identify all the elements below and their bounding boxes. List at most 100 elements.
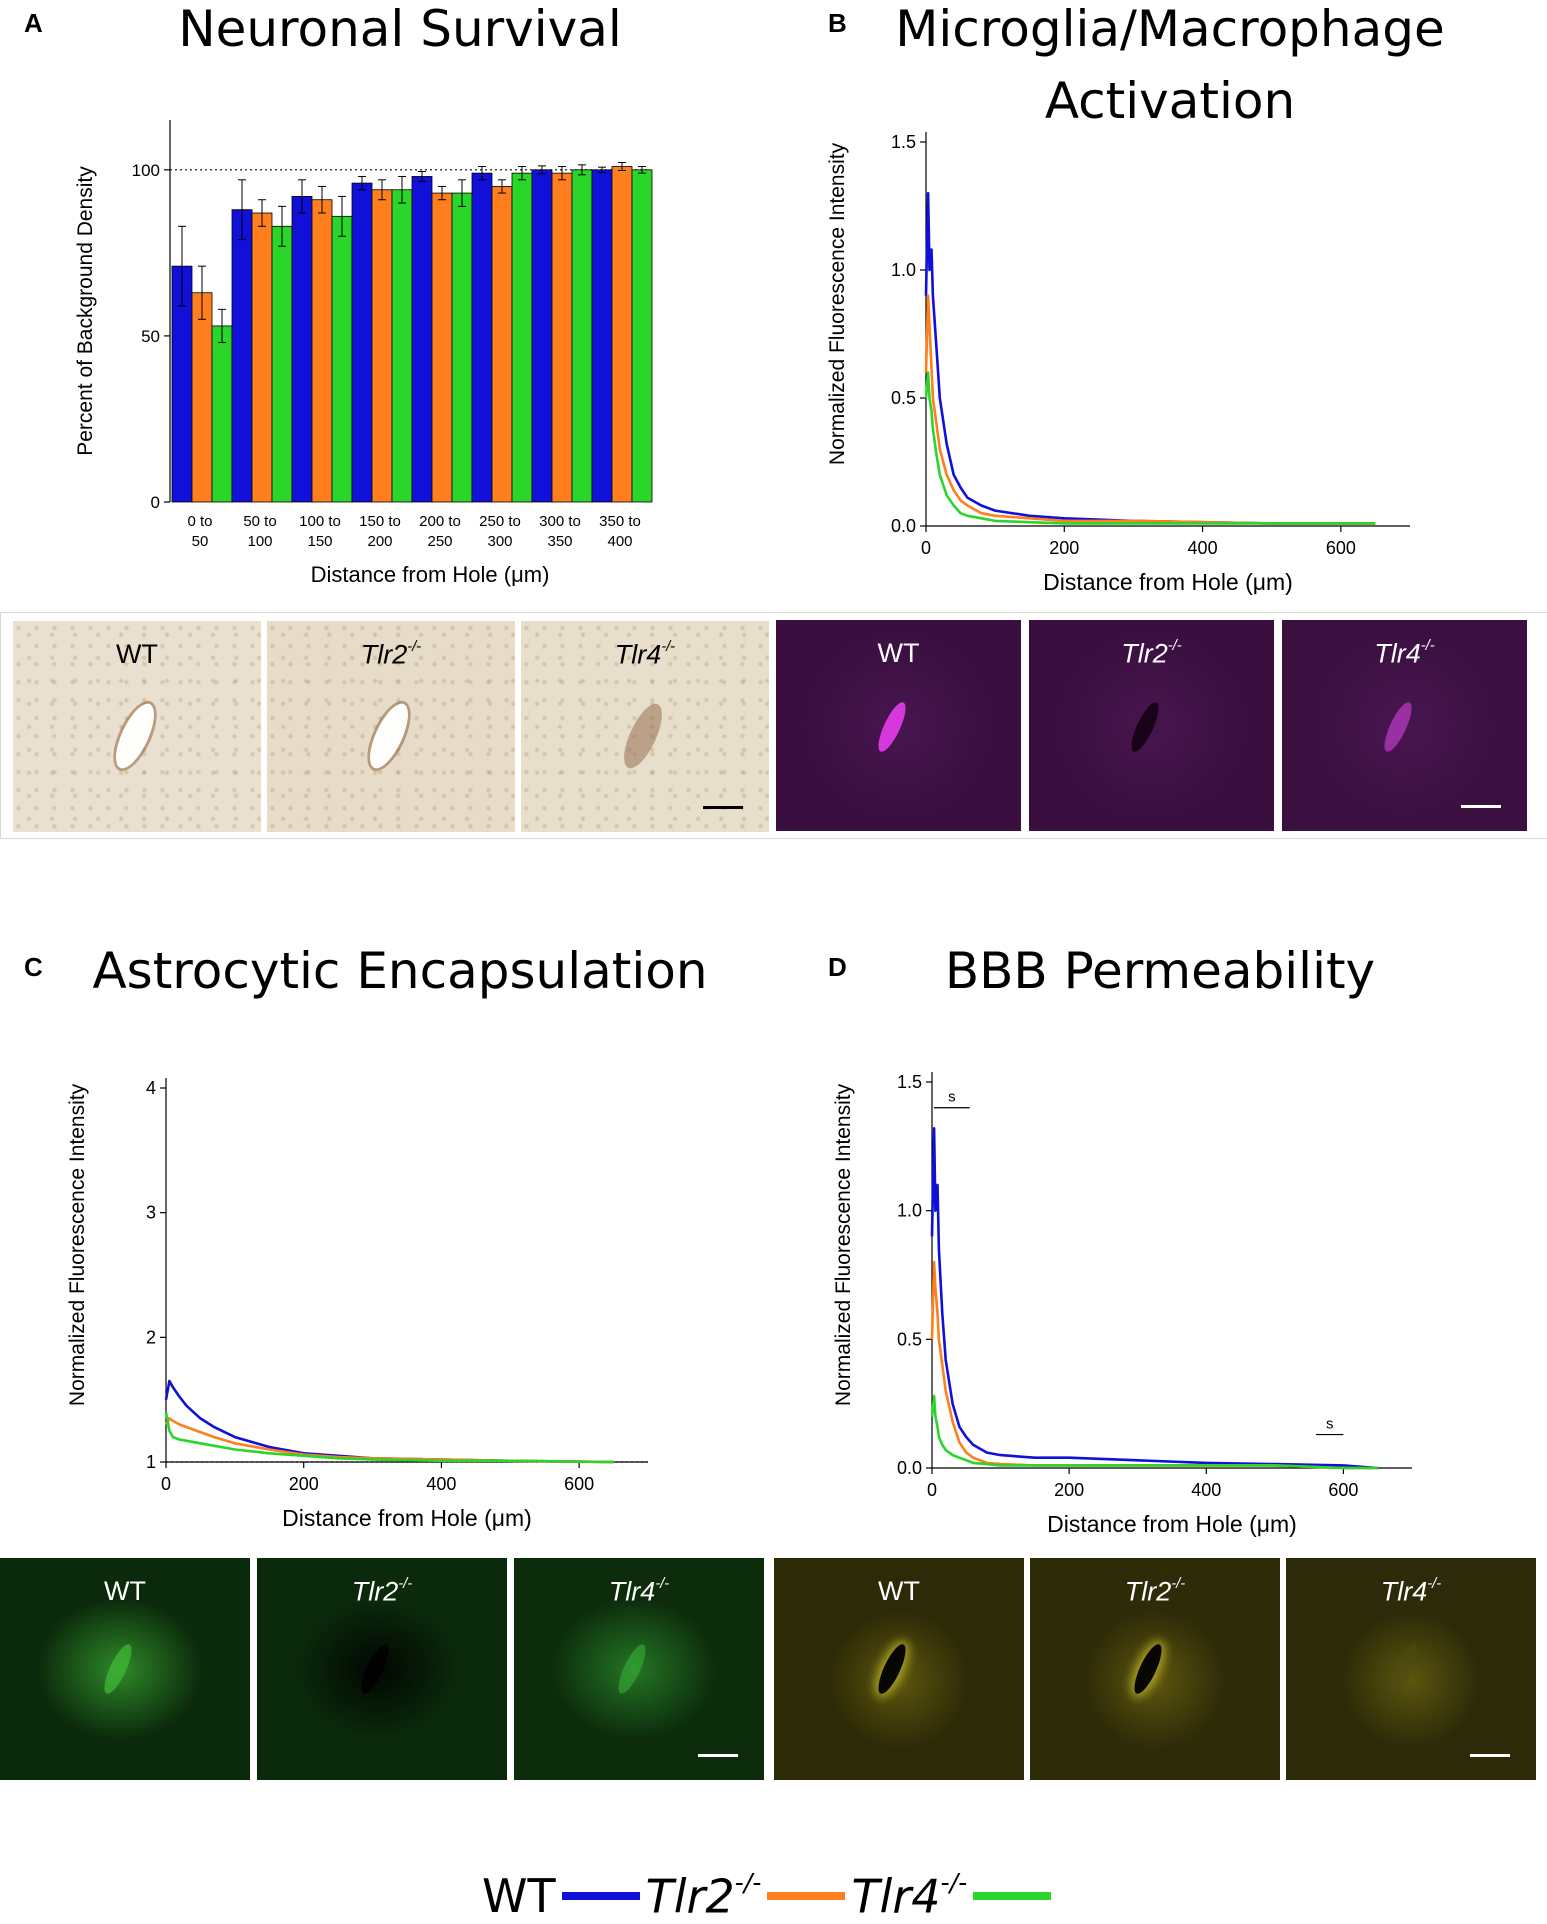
micrograph-genotype-label: Tlr2-/- [1124, 1576, 1186, 1607]
y-axis-label: Percent of Background Density [74, 166, 97, 456]
lesion-spot [108, 698, 162, 774]
x-tick-label: 600 [564, 1474, 594, 1494]
legend-tlr2-line [767, 1891, 846, 1900]
micrograph-tile: Tlr4-/- [521, 621, 769, 832]
micrograph-tile: Tlr4-/- [1286, 1558, 1536, 1780]
y-tick-label: 100 [132, 161, 160, 180]
bar [251, 212, 273, 503]
x-tick-label: 0 [921, 538, 931, 558]
bar [351, 182, 373, 503]
y-tick-label: 0.0 [891, 516, 916, 536]
micrograph-tile: WT [0, 1558, 250, 1780]
lesion-spot [616, 698, 670, 774]
bar [531, 169, 553, 503]
x-tick-label: 600 [1326, 538, 1356, 558]
bar [211, 325, 233, 503]
x-tick-label: 300 [487, 533, 512, 550]
legend-tlr2-label: Tlr2-/- [645, 1868, 762, 1924]
x-tick-label: 400 [426, 1474, 456, 1494]
lesion-spot [613, 1641, 651, 1698]
y-tick-label: 0.5 [897, 1329, 922, 1349]
bar [611, 166, 633, 503]
series-line [924, 294, 1376, 525]
y-tick-label: 0.0 [897, 1458, 922, 1478]
scale-bar [1470, 1754, 1510, 1757]
lesion-spot [99, 1641, 137, 1698]
microglia-title-line2: Activation [1044, 72, 1296, 130]
y-tick-label: 1 [146, 1452, 156, 1472]
panel-letter-a: A [24, 8, 43, 38]
x-tick-label: 0 [161, 1474, 171, 1494]
panel-letter-b: B [828, 8, 847, 38]
legend-tlr4-label: Tlr4-/- [851, 1868, 968, 1924]
x-tick-label: 0 to [187, 513, 212, 530]
x-axis-label: Distance from Hole (μm) [311, 562, 550, 587]
micrograph-tile: WT [774, 1558, 1024, 1780]
y-tick-label: 4 [146, 1078, 156, 1098]
bbb-permeability-title: BBB Permeability [944, 942, 1376, 1000]
micrograph-genotype-label: Tlr4-/- [608, 1576, 670, 1607]
y-tick-label: 1.5 [897, 1072, 922, 1092]
bar [551, 172, 573, 503]
igg-staining-strip: WT Tlr2-/- Tlr4-/- [774, 1558, 1547, 1780]
lesion-spot [1129, 1641, 1167, 1698]
x-tick-label: 200 [1054, 1480, 1084, 1500]
x-tick-label: 150 to [359, 513, 401, 530]
x-tick-label: 250 to [479, 513, 521, 530]
micrograph-tile: Tlr4-/- [514, 1558, 764, 1780]
micrograph-genotype-label: WT [878, 1576, 920, 1606]
x-tick-label: 50 [192, 533, 209, 550]
series-line [930, 1127, 1378, 1470]
bbb-permeability-chart: 0.0 0.5 1.0 1.5 0 200 400 600 s s Distance from Ho… [832, 1072, 1412, 1537]
micrograph-tile: Tlr2-/- [257, 1558, 507, 1780]
x-axis-label: Distance from Hole (μm) [282, 1505, 532, 1531]
scale-bar [703, 806, 743, 809]
bar [191, 292, 213, 503]
bar [471, 172, 493, 503]
y-tick-label: 50 [141, 327, 160, 346]
micrograph-tile: WT [776, 620, 1021, 831]
micrograph-tile: WT [13, 621, 261, 832]
microglia-staining-strip: WT Tlr2-/- Tlr4-/- [772, 612, 1547, 837]
y-axis-label: Normalized Fluorescence Intensity [66, 1083, 89, 1406]
micrograph-genotype-label: Tlr2-/- [351, 1576, 413, 1607]
series-line [924, 191, 1376, 525]
neuronal-staining-strip: WT Tlr2-/- Tlr4-/- [0, 612, 1547, 839]
lesion-spot [362, 698, 416, 774]
x-tick-label: 350 [547, 533, 572, 550]
bar [411, 176, 433, 503]
x-tick-label: 50 to [243, 513, 276, 530]
x-tick-label: 200 [367, 533, 392, 550]
x-tick-label: 600 [1328, 1480, 1358, 1500]
panel-letter-c: C [24, 952, 43, 982]
bar [451, 192, 473, 503]
micrograph-genotype-label: WT [877, 638, 920, 668]
bar [511, 172, 533, 503]
significance-label: s [1326, 1416, 1334, 1433]
x-tick-label: 250 [427, 533, 452, 550]
x-tick-label: 350 to [599, 513, 641, 530]
lesion-spot [356, 1641, 394, 1698]
micrograph-tile: Tlr4-/- [1282, 620, 1527, 831]
lesion-spot [1385, 1641, 1423, 1698]
micrograph-tile: Tlr2-/- [267, 621, 515, 832]
bar [431, 192, 453, 503]
legend-wt-label: WT [482, 1868, 556, 1923]
lesion-spot [873, 699, 911, 756]
x-tick-label: 400 [607, 533, 632, 550]
series-line [164, 1411, 614, 1464]
series-line [930, 1394, 1378, 1470]
lesion-spot [1126, 699, 1164, 756]
micrograph-genotype-label: Tlr4-/- [614, 639, 676, 670]
panel-letter-d: D [828, 952, 847, 982]
x-tick-label: 100 to [299, 513, 341, 530]
bar [591, 169, 613, 503]
legend-wt-line [561, 1891, 640, 1900]
y-tick-label: 0 [151, 493, 160, 512]
series-line [930, 1260, 1378, 1470]
bar [571, 169, 593, 503]
y-tick-label: 1.5 [891, 132, 916, 152]
neuronal-survival-title: Neuronal Survival [178, 0, 622, 58]
x-axis-label: Distance from Hole (μm) [1043, 569, 1293, 595]
astrocytic-encapsulation-title: Astrocytic Encapsulation [92, 942, 708, 1000]
